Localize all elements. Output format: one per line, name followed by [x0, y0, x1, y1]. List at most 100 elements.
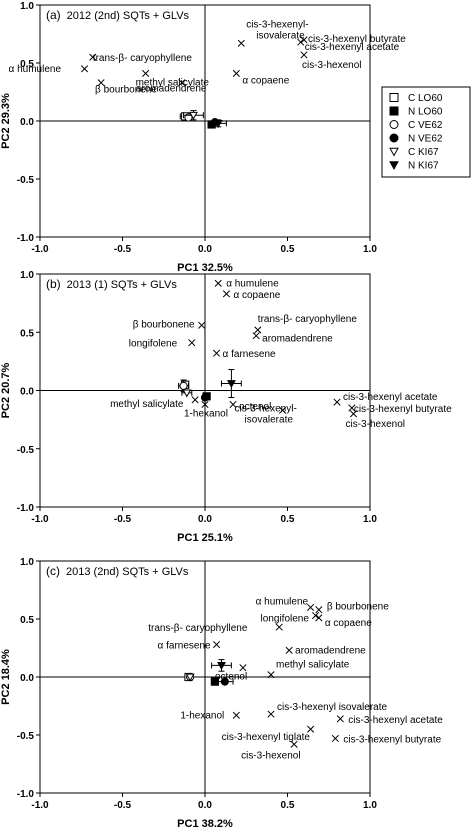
loading-marker — [229, 400, 237, 409]
score-marker — [185, 673, 195, 682]
loading-label: cis-3-hexenyl butyrate — [354, 404, 452, 415]
x-tick-label: 0.5 — [281, 800, 295, 811]
x-tick-label: -0.5 — [114, 514, 132, 525]
loading-label: cis-3-hexenyl butyrate — [343, 734, 441, 745]
loading-label: 1-hexanol — [184, 408, 228, 419]
legend-marker — [389, 133, 399, 143]
loading-bourbonene: β bourbonene — [95, 79, 157, 96]
legend-label: N VE62 — [408, 134, 443, 145]
loading-cis-3-hexenyl-tiglate: cis-3-hexenyl tiglate — [222, 725, 315, 743]
score-c-ki67 — [183, 110, 204, 121]
x-tick-label: 1.0 — [363, 514, 377, 525]
panel-letter: (c) — [46, 564, 60, 578]
loading-octenol: octenol — [215, 664, 247, 683]
loading-label: trans-β- caryophyllene — [93, 53, 193, 64]
loading-cis-3-hexenyl-butyrate: cis-3-hexenyl butyrate — [331, 734, 442, 745]
x-tick-label: -1.0 — [31, 514, 49, 525]
y-tick-label: -0.5 — [17, 731, 35, 742]
loading-label: β bourbonene — [95, 85, 157, 96]
loading-label: α farnesene — [158, 641, 211, 652]
loading-cis-3-hexenol: cis-3-hexenol — [300, 51, 361, 71]
legend-item-n-lo60: N LO60 — [389, 106, 443, 118]
x-tick-label: 0.0 — [198, 514, 212, 525]
loading-marker — [300, 36, 308, 44]
y-tick-label: 1.0 — [20, 1, 34, 12]
loading-label: cis-3-hexenyl isovalerate — [277, 702, 387, 713]
loading-humulene: α humulene — [9, 64, 89, 75]
loading-marker — [252, 332, 260, 340]
y-tick-label: -0.5 — [17, 445, 35, 456]
loading-marker — [333, 398, 341, 406]
legend-item-c-lo60: C LO60 — [389, 93, 443, 104]
score-marker — [220, 677, 229, 686]
loading-label: longifolene — [261, 614, 310, 625]
x-axis-label: PC1 25.1% — [177, 532, 233, 544]
y-tick-label: 0.0 — [20, 117, 34, 128]
loading-farnesene: α farnesene — [212, 349, 276, 360]
legend-item-c-ki67: C KI67 — [389, 147, 439, 158]
x-tick-label: 0.0 — [198, 800, 212, 811]
loading-label: α copaene — [242, 75, 289, 86]
loading-label: α humulene — [256, 596, 309, 607]
y-tick-label: 1.0 — [20, 557, 34, 568]
loading-cis-3-hexenyl-butyrate: cis-3-hexenyl butyrate — [348, 404, 452, 415]
chart-panel-3: -1.0 -0.5 0.0 0.5 1.0 -1.0 -0.5 0.0 0.5 1.0 PC1 38… — [0, 557, 443, 830]
panel-title-text: 2012 (2nd) SQTs + GLVs — [67, 10, 190, 22]
loading-label: α humulene — [226, 278, 279, 289]
legend-label: N LO60 — [408, 107, 443, 118]
loading-marker — [331, 734, 339, 743]
panel-title-text: 2013 (1) SQTs + GLVs — [67, 279, 178, 291]
loading-cis-3-hexenol: cis-3-hexenol — [346, 410, 405, 430]
score-n-ve62 — [200, 393, 210, 402]
score-n-ve62 — [216, 677, 234, 686]
loading-marker — [89, 53, 97, 61]
loading-humulene: α humulene — [256, 596, 315, 611]
x-axis-label: PC1 38.2% — [177, 818, 233, 830]
loading-label: methyl salicylate — [276, 660, 350, 671]
legend-marker — [389, 93, 399, 102]
loading-marker — [97, 79, 105, 87]
chart-panel-2: -1.0 -0.5 0.0 0.5 1.0 -1.0 -0.5 0.0 0.5 1.0 PC1 25… — [0, 270, 452, 544]
legend-marker — [389, 120, 399, 129]
y-tick-label: 1.0 — [20, 270, 34, 281]
loading-marker — [267, 671, 275, 679]
legend-item-n-ve62: N VE62 — [389, 133, 443, 145]
loading-trans-caryophyllene: trans-β- caryophyllene — [148, 623, 283, 634]
loading-marker — [80, 65, 89, 73]
loading-marker — [212, 640, 221, 649]
x-tick-label: -1.0 — [31, 244, 49, 255]
loading-cis-3-hexenyl: cis-3-hexenyl-isovalerate — [237, 19, 309, 47]
legend-label: C KI67 — [408, 147, 439, 158]
loading-cis-3-hexenyl-acetate: cis-3-hexenyl acetate — [297, 38, 400, 53]
panel-title: (a) 2012 (2nd) SQTs + GLVs — [46, 8, 190, 22]
loading-label: aromadendrene — [136, 84, 207, 95]
score-marker — [217, 662, 226, 671]
loading-label: trans-β- caryophyllene — [148, 623, 248, 634]
legend-label: N KI67 — [408, 161, 439, 172]
legend-marker — [389, 161, 399, 171]
loading-aromadendrene: aromadendrene — [136, 79, 207, 95]
score-marker — [179, 381, 188, 390]
loading-marker — [297, 38, 305, 46]
y-axis-label: PC2 20.7% — [0, 362, 12, 418]
loading-label: 1-hexanol — [180, 710, 224, 721]
panel-letter: (a) — [46, 8, 61, 22]
loading-marker — [315, 606, 323, 614]
panel-title: (b) 2013 (1) SQTs + GLVs — [46, 277, 177, 291]
loading-methyl-salicylate: methyl salicylate — [136, 69, 209, 88]
loading-marker — [290, 740, 298, 748]
x-tick-label: 1.0 — [363, 800, 377, 811]
loading-label: cis-3-hexenyl tiglate — [222, 732, 311, 743]
loading-marker — [232, 69, 240, 77]
legend-marker — [389, 147, 399, 157]
loading-label: β bourbonene — [327, 602, 389, 613]
loading-marker — [222, 290, 231, 298]
loading-label: trans-β- caryophyllene — [258, 314, 358, 325]
loading-label: cis-3-hexenol — [346, 419, 405, 430]
loading-marker — [201, 400, 209, 409]
loading-marker — [214, 279, 222, 287]
y-tick-label: 0.0 — [20, 387, 34, 398]
loading-aromadendrene: aromadendrene — [285, 645, 366, 656]
loading-marker — [254, 326, 262, 334]
loading-cis-3-hexenol: cis-3-hexenol — [241, 740, 301, 761]
